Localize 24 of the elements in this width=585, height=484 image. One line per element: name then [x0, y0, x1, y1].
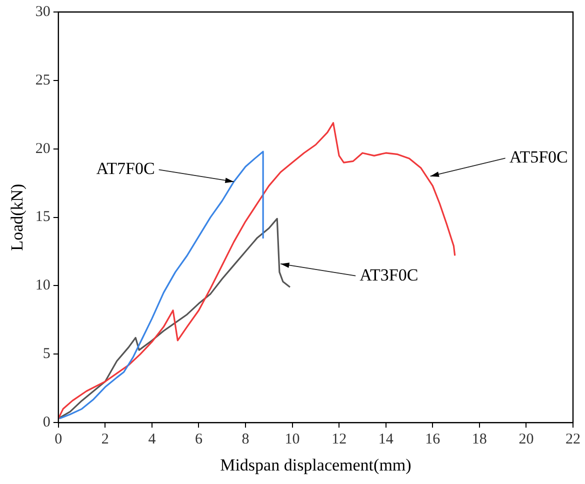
x-tick-label: 12: [332, 432, 347, 448]
x-tick-label: 8: [242, 432, 250, 448]
y-tick-label: 25: [35, 72, 50, 88]
x-tick-label: 4: [148, 432, 156, 448]
annotation: AT5F0C: [509, 148, 568, 167]
annotation: AT3F0C: [360, 265, 418, 284]
y-tick-label: 5: [42, 346, 50, 362]
y-tick-label: 20: [35, 140, 50, 157]
x-axis-title: Midspan displacement(mm): [220, 455, 412, 474]
x-tick-label: 14: [378, 432, 394, 448]
y-axis-title: Load(kN): [8, 184, 27, 251]
x-tick-label: 2: [101, 432, 109, 448]
y-tick-label: 30: [35, 4, 50, 20]
x-tick-label: 6: [194, 432, 203, 448]
x-tick-label: 0: [54, 432, 62, 448]
y-tick-label: 10: [35, 278, 50, 294]
y-tick-label: 0: [42, 414, 50, 431]
x-tick-label: 22: [566, 432, 580, 448]
x-tick-label: 10: [284, 432, 300, 448]
x-tick-label: 18: [472, 432, 487, 448]
annotation: AT7F0C: [96, 159, 155, 178]
y-tick-label: 15: [35, 209, 50, 226]
x-tick-label: 20: [518, 432, 534, 448]
x-tick-label: 16: [425, 432, 441, 448]
